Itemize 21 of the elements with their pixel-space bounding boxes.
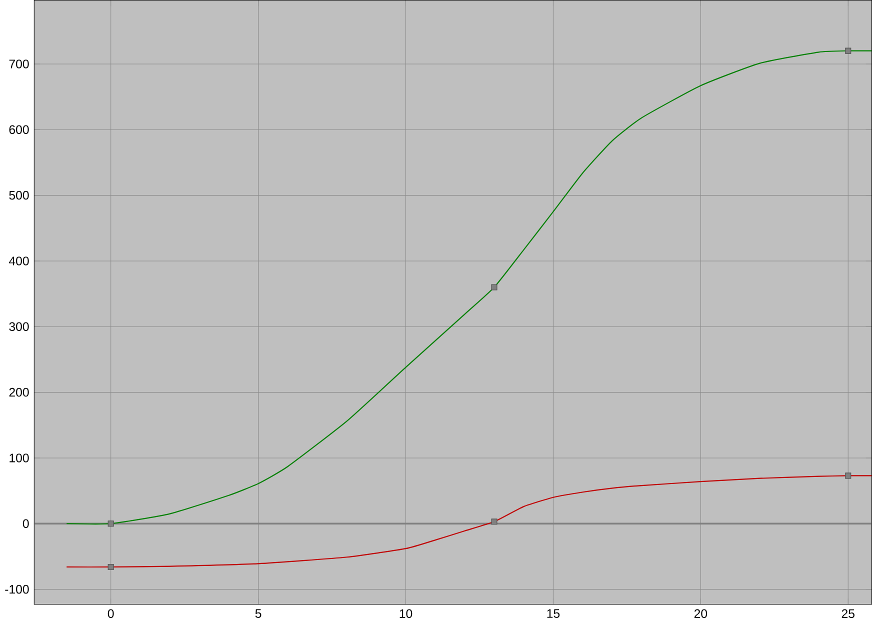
y-tick-label: 400 [8,256,29,266]
point [491,284,498,290]
y-tick-label: 700 [9,60,29,69]
x-tick-label: 15 [547,609,560,618]
x-tick-label: 20 [694,609,708,618]
y-tick-label: 0 [22,519,29,528]
point [845,48,852,54]
y-tick-label: 300 [9,322,29,332]
x-tick-label: 0 [108,609,114,618]
y-tick-label: 200 [9,388,29,397]
x-tick-label: 25 [842,609,854,618]
x-tick-label: 5 [255,609,262,618]
y-tick-label: 600 [9,125,29,134]
point [491,518,498,525]
x-tick-label: 10 [400,609,412,618]
y-tick-label: -100 [5,585,29,594]
point [845,472,852,479]
y-tick-label: 500 [9,191,29,200]
point [108,564,114,570]
point [108,520,114,527]
y-tick-label: 100 [10,454,29,463]
